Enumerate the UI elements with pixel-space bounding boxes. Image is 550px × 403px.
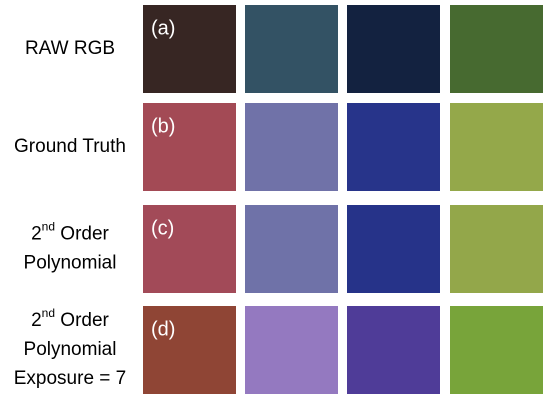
color-swatch [347, 5, 440, 93]
row-label: RAW RGB [25, 38, 115, 59]
color-swatch [450, 306, 543, 394]
row-tag: (d) [151, 318, 175, 340]
color-swatch [245, 5, 338, 93]
row-label-sup: nd [42, 220, 55, 234]
color-swatch [143, 5, 236, 93]
row-label-sup: nd [42, 306, 55, 320]
row-label-part: 2 [31, 224, 42, 245]
color-swatch [347, 205, 440, 293]
color-swatch [245, 205, 338, 293]
color-swatch [347, 103, 440, 191]
color-swatch [347, 306, 440, 394]
row-label: 2nd Order [31, 306, 109, 331]
color-swatch [143, 205, 236, 293]
row-label: Ground Truth [14, 136, 126, 157]
color-swatch [450, 103, 543, 191]
row-tag: (a) [151, 17, 175, 39]
row-label-part: Order [55, 224, 110, 245]
row-tag: (c) [151, 217, 174, 239]
color-swatch [143, 103, 236, 191]
color-swatch [245, 306, 338, 394]
row-label-part: Order [55, 310, 110, 331]
row-tag: (b) [151, 115, 175, 137]
row-label: 2nd Order [31, 220, 109, 245]
color-swatch [143, 306, 236, 394]
color-swatch [450, 205, 543, 293]
row-label: Polynomial [24, 339, 117, 360]
color-swatch [450, 5, 543, 93]
row-label: Polynomial [24, 253, 117, 274]
row-label: Exposure = 7 [14, 368, 127, 389]
color-swatch [245, 103, 338, 191]
row-label-part: 2 [31, 310, 42, 331]
